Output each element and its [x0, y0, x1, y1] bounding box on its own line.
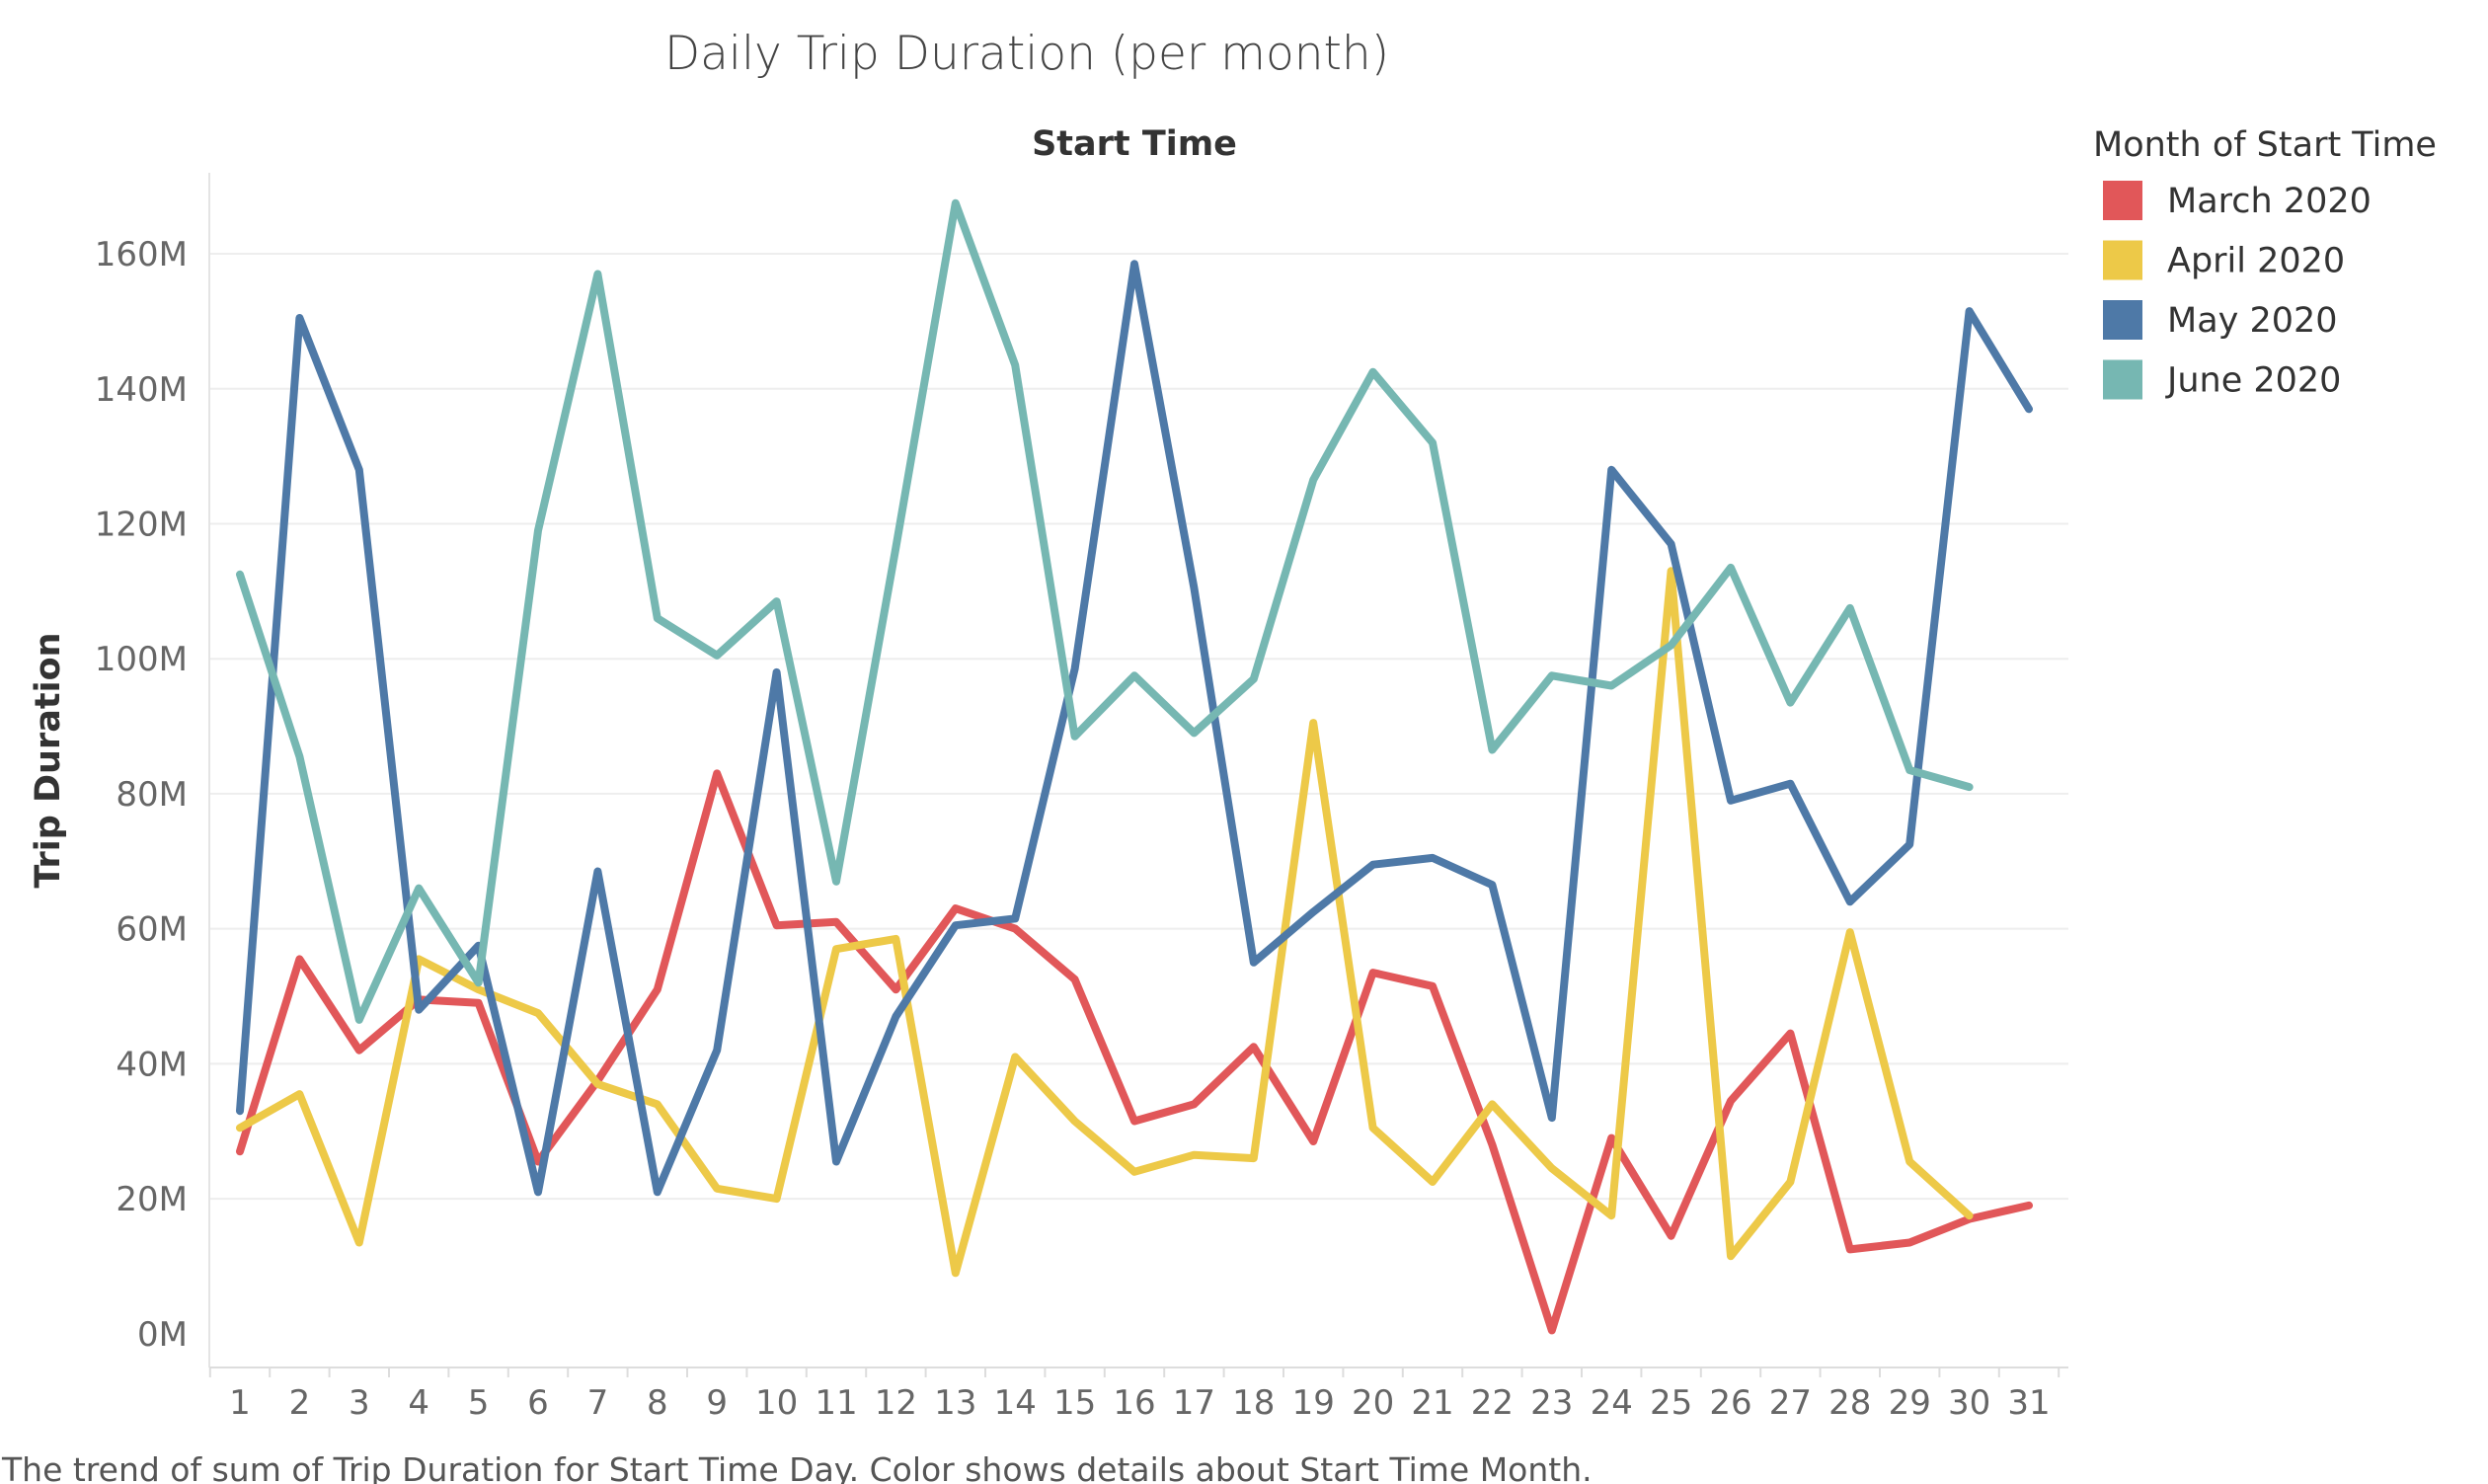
- x-tick-label: 26: [1709, 1383, 1751, 1423]
- x-tick-label: 27: [1769, 1383, 1812, 1423]
- x-tick-label: 18: [1232, 1383, 1275, 1423]
- x-tick-label: 14: [994, 1383, 1037, 1423]
- legend: Month of Start Time March 2020 April 2020…: [2093, 125, 2437, 401]
- x-tick-label: 31: [2007, 1383, 2050, 1423]
- x-tick-label: 25: [1650, 1383, 1692, 1423]
- y-tick-label: 100M: [95, 640, 188, 679]
- y-tick-label: 120M: [95, 505, 188, 544]
- legend-label-may-2020: May 2020: [2167, 301, 2338, 341]
- y-tick-label: 140M: [95, 370, 188, 410]
- x-tick-label: 23: [1530, 1383, 1573, 1423]
- legend-title: Month of Start Time: [2093, 125, 2437, 165]
- x-tick-label: 9: [706, 1383, 728, 1423]
- x-tick-label: 22: [1471, 1383, 1514, 1423]
- x-tick-label: 15: [1053, 1383, 1096, 1423]
- y-tick-label: 0M: [137, 1315, 188, 1355]
- y-tick-label: 40M: [116, 1045, 188, 1084]
- legend-label-march-2020: March 2020: [2167, 182, 2371, 221]
- legend-swatch-may-2020: [2103, 300, 2142, 340]
- x-tick-label: 24: [1591, 1383, 1633, 1423]
- x-tick-label: 20: [1352, 1383, 1394, 1423]
- y-axis-ticks: 0M 20M 40M 60M 80M 100M 120M 140M 160M: [95, 235, 188, 1355]
- y-tick-label: 20M: [116, 1180, 188, 1219]
- x-tick-label: 5: [468, 1383, 490, 1423]
- legend-swatch-march-2020: [2103, 181, 2142, 220]
- x-tick-label: 6: [527, 1383, 549, 1423]
- x-tick-label: 16: [1113, 1383, 1155, 1423]
- y-tick-label: 60M: [116, 910, 188, 950]
- x-tick-label: 4: [408, 1383, 429, 1423]
- x-tick-label: 8: [647, 1383, 668, 1423]
- series-line-april-2020: [236, 567, 1974, 1278]
- legend-label-april-2020: April 2020: [2167, 242, 2345, 281]
- y-axis-title: Trip Duration: [29, 632, 68, 888]
- x-axis: 1 2 3 4 5 6 7 8 9 10 11 12 13 14 15 16 17 18 19 20 21 22 23 24 2…: [208, 173, 2068, 1423]
- legend-swatch-april-2020: [2103, 240, 2142, 280]
- y-tick-label: 80M: [116, 775, 188, 815]
- legend-label-june-2020: June 2020: [2165, 361, 2341, 401]
- gridlines: [209, 253, 2068, 1201]
- x-tick-label: 7: [587, 1383, 609, 1423]
- series-line-may-2020: [236, 260, 2033, 1197]
- x-tick-label: 30: [1948, 1383, 1990, 1423]
- series-line-june-2020: [236, 198, 1974, 1024]
- x-tick-label: 17: [1173, 1383, 1215, 1423]
- x-axis-header: Start Time: [1032, 124, 1237, 164]
- x-tick-label: 12: [875, 1383, 917, 1423]
- legend-swatch-june-2020: [2103, 359, 2142, 400]
- series-lines: [236, 198, 2033, 1335]
- x-tick-label: 21: [1411, 1383, 1453, 1423]
- series-line-march-2020: [236, 769, 2033, 1335]
- x-tick-label: 1: [229, 1383, 251, 1423]
- x-tick-label: 11: [815, 1383, 857, 1423]
- x-tick-label: 19: [1292, 1383, 1335, 1423]
- x-tick-label: 13: [934, 1383, 976, 1423]
- x-tick-label: 2: [289, 1383, 311, 1423]
- chart-title: Daily Trip Duration (per month): [664, 27, 1389, 81]
- chart-caption: The trend of sum of Trip Duration for St…: [1, 1450, 1593, 1484]
- x-tick-label: 29: [1889, 1383, 1931, 1423]
- y-tick-label: 160M: [95, 235, 188, 274]
- x-tick-label: 28: [1828, 1383, 1871, 1423]
- x-tick-label: 3: [349, 1383, 370, 1423]
- x-tick-label: 10: [755, 1383, 798, 1423]
